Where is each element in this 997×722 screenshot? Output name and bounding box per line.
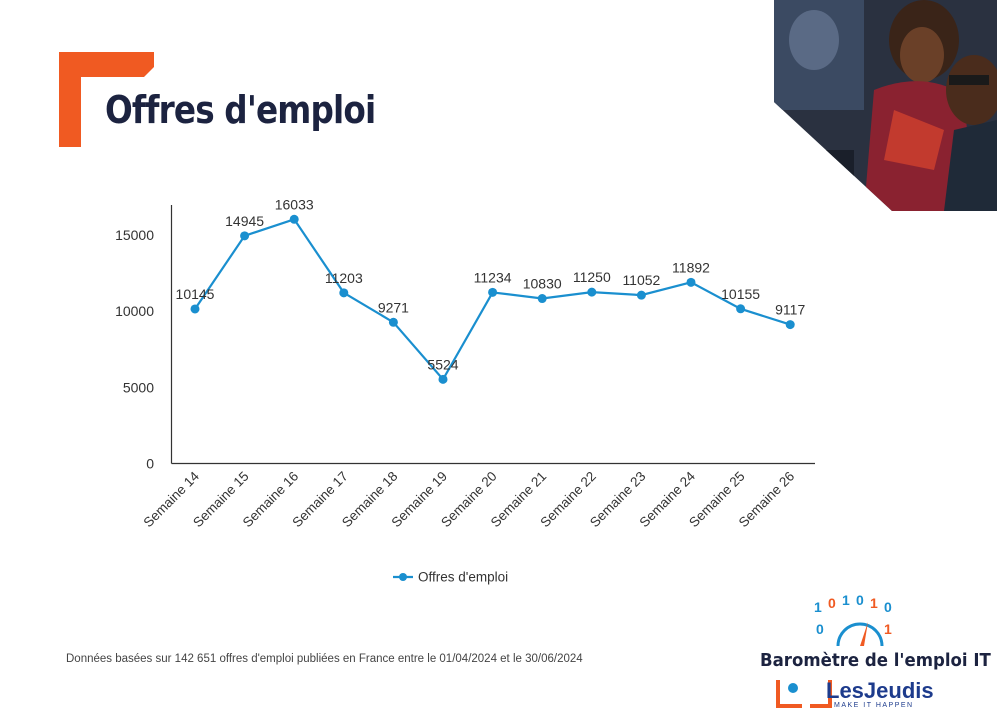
brand-title: Baromètre de l'emploi IT [760,650,991,671]
svg-text:0: 0 [856,592,864,608]
svg-text:1: 1 [842,592,850,608]
legend-label: Offres d'emploi [418,570,508,585]
corner-accent-shape [59,52,154,147]
data-label: 10830 [523,276,562,292]
data-point [785,320,795,330]
legend-point-marker [399,573,407,581]
brand-name: LesJeudis [826,678,934,703]
legend: Offres d'emploi [393,570,508,585]
data-label: 10145 [176,286,215,302]
svg-text:0: 0 [816,621,824,637]
brand-logo: 1 0 1 0 1 0 0 1 Baromètre de l'emploi IT… [756,590,991,715]
data-point [736,304,746,314]
team-photo [774,0,997,211]
y-tick-label: 10000 [115,303,154,319]
y-tick-label: 15000 [115,227,154,243]
data-label: 11052 [622,272,660,288]
svg-text:1: 1 [884,621,892,637]
data-point [190,304,200,314]
data-point [388,317,398,327]
data-point [488,287,498,297]
data-label: 11250 [573,269,611,285]
data-point [438,374,448,384]
data-label: 9271 [378,299,409,315]
data-label: 11203 [325,270,363,286]
data-point [240,231,250,241]
lesjeudis-logo-mark [776,680,832,708]
data-point [537,294,547,304]
data-label: 16033 [275,196,314,212]
y-tick-label: 5000 [123,379,154,395]
data-point [686,277,696,287]
svg-text:1: 1 [814,599,822,615]
data-label: 10155 [721,286,760,302]
data-point [339,288,349,298]
gauge-icon: 1 0 1 0 1 0 0 1 [814,592,892,647]
svg-text:0: 0 [884,599,892,615]
svg-text:0: 0 [828,595,836,611]
data-label: 11234 [474,269,512,285]
data-label: 9117 [775,302,805,318]
footnote: Données basées sur 142 651 offres d'empl… [66,653,583,665]
data-label: 11892 [672,259,710,275]
y-tick-label: 0 [146,456,154,472]
data-label: 14945 [225,213,264,229]
data-point [587,287,597,297]
data-label: 5524 [427,356,458,372]
data-point [636,290,646,300]
brand-tagline: MAKE IT HAPPEN [834,702,914,709]
data-point [289,214,299,224]
svg-text:1: 1 [870,595,878,611]
page-title: Offres d'emploi [105,88,376,132]
series-line [194,217,791,382]
